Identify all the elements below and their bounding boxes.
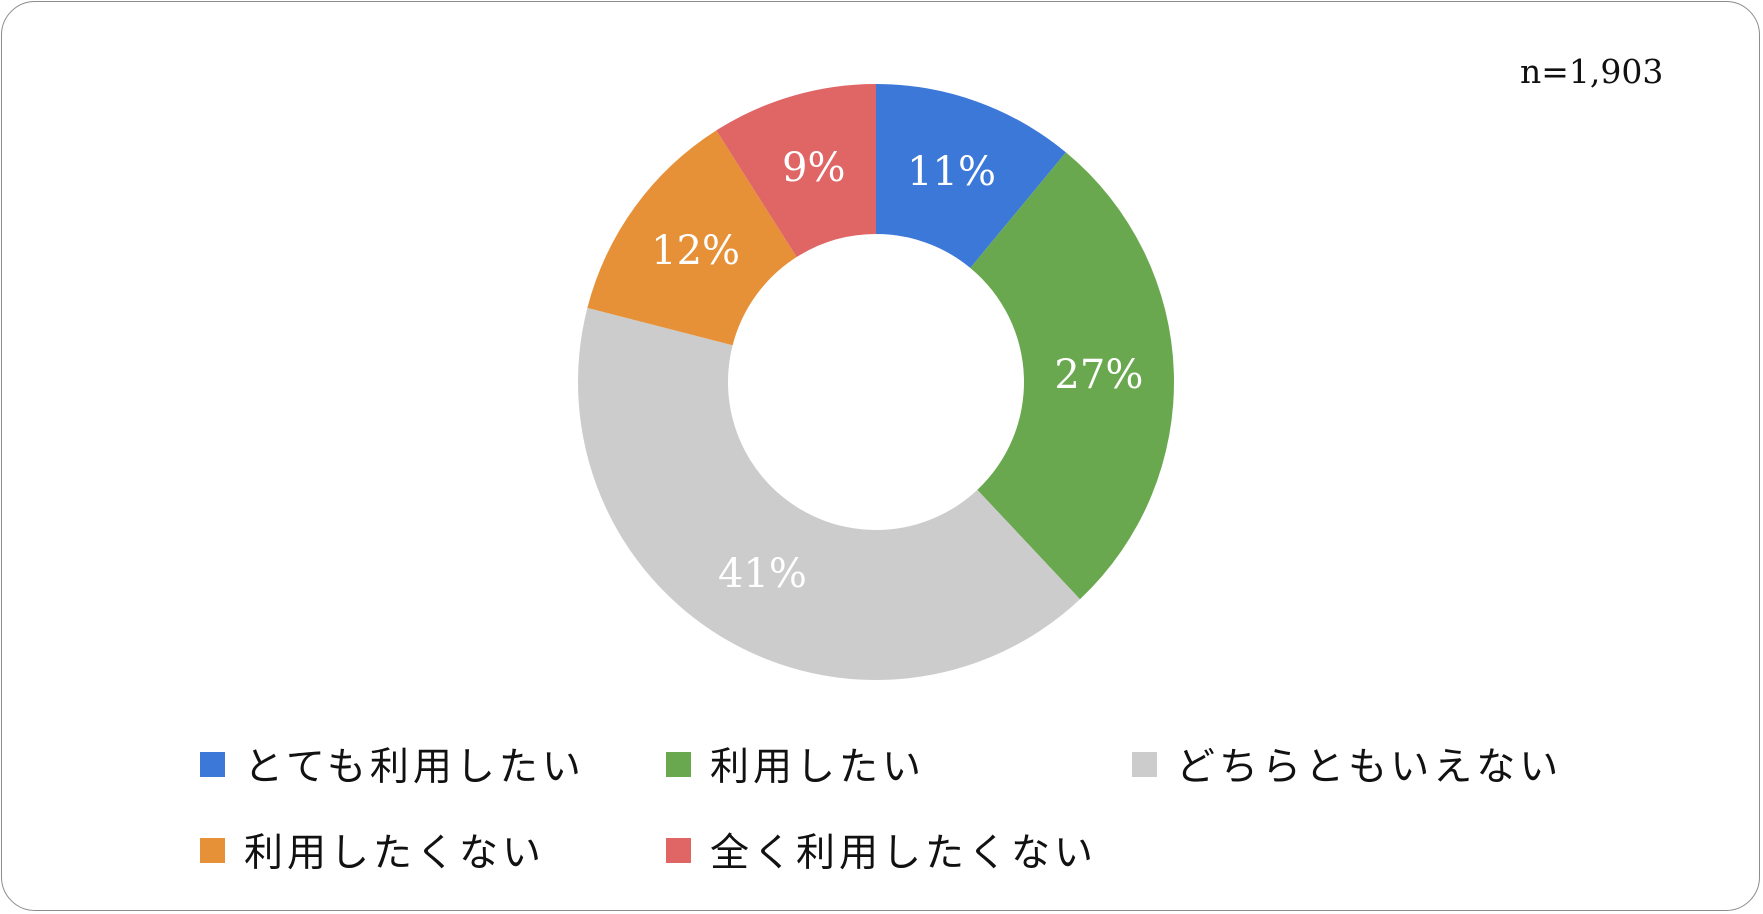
slice-value-label-unwilling: 12%: [651, 228, 740, 274]
legend-item-very-willing: とても利用したい: [200, 736, 585, 792]
legend-label-very-willing: とても利用したい: [244, 745, 585, 790]
legend-item-not-at-all: 全く利用したくない: [666, 822, 1097, 878]
sample-size-label: n=1,903: [1520, 52, 1664, 91]
legend-label-not-at-all: 全く利用したくない: [710, 831, 1098, 876]
legend-swatch-not-at-all: [666, 837, 691, 863]
slice-value-label-very-willing: 11%: [907, 149, 996, 195]
donut-slice-not-at-all: [716, 84, 876, 258]
donut-slice-very-willing: [876, 84, 1066, 268]
donut-slice-willing: [970, 152, 1175, 600]
legend-item-unwilling: 利用したくない: [200, 822, 545, 878]
legend-swatch-willing: [666, 751, 691, 777]
legend-swatch-very-willing: [200, 751, 225, 777]
legend-label-willing: 利用したい: [710, 745, 926, 790]
donut-slices: [578, 84, 1175, 680]
slice-value-label-not-at-all: 9%: [782, 145, 845, 191]
legend-swatch-neutral: [1132, 751, 1157, 777]
donut-slice-unwilling: [587, 130, 797, 346]
legend-label-neutral: どちらともいえない: [1176, 745, 1563, 790]
legend-label-unwilling: 利用したくない: [244, 831, 546, 876]
donut-slice-neutral: [578, 307, 1080, 680]
legend-item-neutral: どちらともいえない: [1132, 736, 1562, 792]
slice-value-label-neutral: 41%: [718, 551, 807, 597]
donut-value-labels: 11% 27% 41% 12% 9%: [651, 145, 1143, 597]
slice-value-label-willing: 27%: [1054, 352, 1143, 398]
legend-item-willing: 利用したい: [666, 736, 925, 792]
legend-swatch-unwilling: [200, 837, 225, 863]
